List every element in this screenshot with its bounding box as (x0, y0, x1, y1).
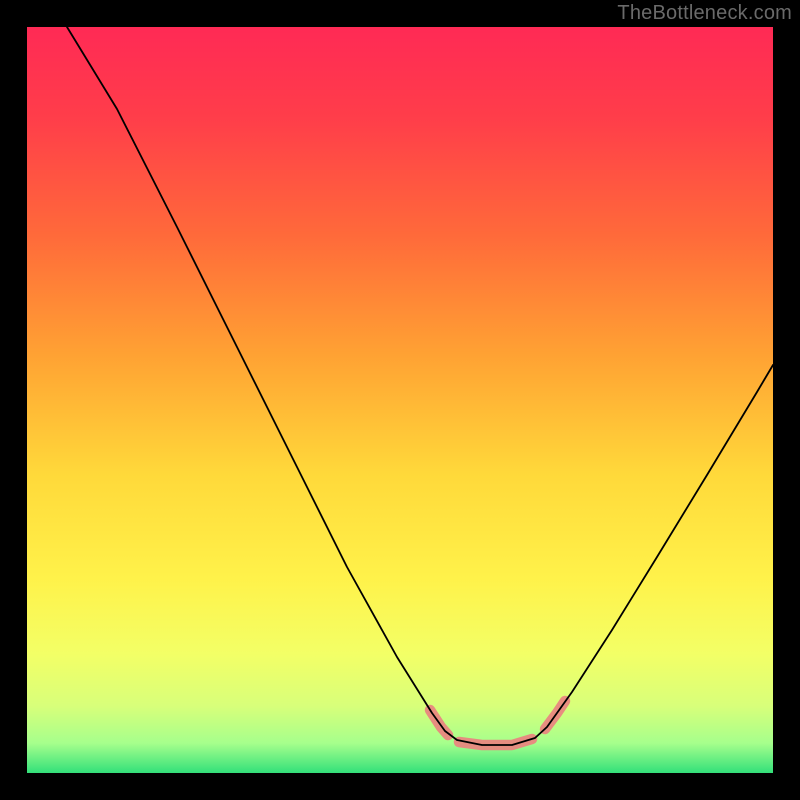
watermark-text: TheBottleneck.com (617, 2, 792, 25)
plot-area (27, 27, 773, 773)
chart-root: TheBottleneck.com (0, 0, 800, 800)
curve-svg (27, 27, 773, 773)
